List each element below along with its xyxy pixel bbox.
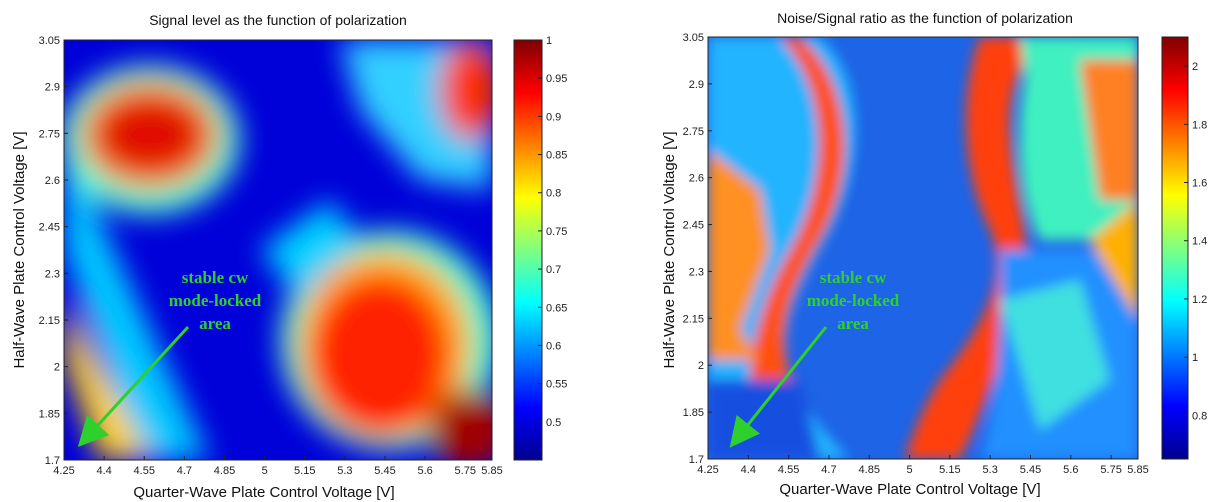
left-colorbar-tick-label: 0.65	[546, 302, 567, 314]
left-y-tick-label: 2.15	[39, 315, 60, 327]
left-colorbar-tick-label: 0.55	[546, 379, 567, 391]
left-x-tick-label: 5.15	[294, 465, 315, 477]
right-x-tick-label: 4.55	[778, 464, 799, 476]
right-y-tick-label: 2.45	[683, 220, 704, 232]
right-colorbar-tick-label: 1.6	[1192, 178, 1207, 190]
left-y-tick-label: 1.85	[39, 408, 60, 420]
right-chart-title: Noise/Signal ratio as the function of po…	[777, 10, 1073, 26]
left-x-tick-label: 4.7	[177, 465, 192, 477]
right-heatmap	[707, 36, 1139, 460]
left-colorbar-tick-label: 1	[546, 35, 552, 47]
right-colorbar-tick-label: 1.4	[1192, 236, 1207, 248]
right-x-tick-label: 5.3	[983, 464, 998, 476]
right-x-tick-label: 5.15	[939, 464, 960, 476]
left-y-tick-label: 2.9	[45, 82, 60, 94]
left-annotation-line-3: area	[199, 314, 231, 333]
left-x-tick-label: 5.85	[481, 465, 502, 477]
left-colorbar-tick-label: 0.95	[546, 73, 567, 85]
right-x-tick-label: 5.75	[1100, 464, 1121, 476]
left-colorbar	[513, 39, 543, 461]
right-y-axis-label: Half-Wave Plate Control Voltage [V]	[661, 131, 678, 368]
left-annotation-line-2: mode-locked	[169, 291, 262, 310]
left-annotation-line-1: stable cw	[182, 268, 249, 287]
left-x-axis-label: Quarter-Wave Plate Control Voltage [V]	[133, 484, 394, 501]
left-y-tick-label: 2.3	[45, 268, 60, 280]
right-x-tick-label: 5.85	[1127, 464, 1148, 476]
right-x-tick-label: 5.6	[1063, 464, 1078, 476]
left-x-tick-label: 5.75	[455, 465, 476, 477]
left-colorbar-tick-label: 0.5	[546, 417, 561, 429]
right-y-tick-label: 2.3	[689, 266, 704, 278]
left-y-tick-label: 2	[54, 362, 60, 374]
left-x-tick-label: 4.55	[134, 465, 155, 477]
right-annotation-line-3: area	[837, 314, 869, 333]
left-y-tick-label: 3.05	[39, 35, 60, 47]
left-annotation-arrow	[77, 325, 190, 448]
right-y-tick-label: 2.6	[689, 173, 704, 185]
left-colorbar-tick-label: 0.8	[546, 188, 561, 200]
left-x-tick-label: 4.25	[53, 465, 74, 477]
right-annotation-arrow	[729, 326, 828, 448]
right-y-tick-label: 3.05	[683, 32, 704, 44]
left-colorbar-tick-label: 0.85	[546, 150, 567, 162]
right-colorbar-tick-label: 1	[1192, 352, 1198, 364]
left-heatmap	[63, 39, 493, 461]
right-annotation-line-2: mode-locked	[807, 291, 900, 310]
right-x-tick-label: 5	[907, 464, 913, 476]
right-colorbar-tick-label: 1.2	[1192, 294, 1207, 306]
right-annotation-line-1: stable cw	[820, 268, 887, 287]
left-y-axis-label: Half-Wave Plate Control Voltage [V]	[11, 131, 28, 368]
right-x-tick-label: 4.7	[821, 464, 836, 476]
left-x-tick-label: 5	[262, 465, 268, 477]
left-x-tick-label: 4.85	[214, 465, 235, 477]
left-x-tick-label: 5.3	[337, 465, 352, 477]
left-x-tick-label: 4.4	[96, 465, 111, 477]
left-colorbar-tick-label: 0.6	[546, 340, 561, 352]
left-x-tick-label: 5.6	[417, 465, 432, 477]
right-colorbar-tick-label: 0.8	[1192, 410, 1207, 422]
right-colorbar-tick-label: 2	[1192, 61, 1198, 73]
left-chart-title: Signal level as the function of polariza…	[149, 12, 407, 28]
right-x-tick-label: 4.25	[697, 464, 718, 476]
right-colorbar-tick-label: 1.8	[1192, 119, 1207, 131]
right-x-tick-label: 4.4	[741, 464, 756, 476]
left-annotation: stable cw mode-locked area	[77, 268, 262, 448]
right-y-tick-label: 2.9	[689, 79, 704, 91]
right-y-tick-label: 1.85	[683, 407, 704, 419]
right-annotation: stable cw mode-locked area	[729, 268, 900, 448]
left-colorbar-tick-label: 0.9	[546, 111, 561, 123]
left-colorbar-tick-label: 0.75	[546, 226, 567, 238]
right-y-tick-label: 2.15	[683, 313, 704, 325]
left-x-tick-label: 5.45	[374, 465, 395, 477]
left-y-tick-label: 2.45	[39, 222, 60, 234]
left-y-tick-label: 1.7	[45, 455, 60, 467]
left-y-tick-label: 2.75	[39, 128, 60, 140]
right-x-axis-label: Quarter-Wave Plate Control Voltage [V]	[779, 481, 1040, 498]
right-y-tick-label: 2.75	[683, 126, 704, 138]
left-colorbar-tick-label: 0.7	[546, 264, 561, 276]
right-y-tick-label: 2	[698, 360, 704, 372]
right-colorbar	[1161, 36, 1189, 460]
right-x-tick-label: 5.45	[1020, 464, 1041, 476]
right-y-tick-label: 1.7	[689, 454, 704, 466]
right-x-tick-label: 4.85	[859, 464, 880, 476]
left-y-tick-label: 2.6	[45, 175, 60, 187]
